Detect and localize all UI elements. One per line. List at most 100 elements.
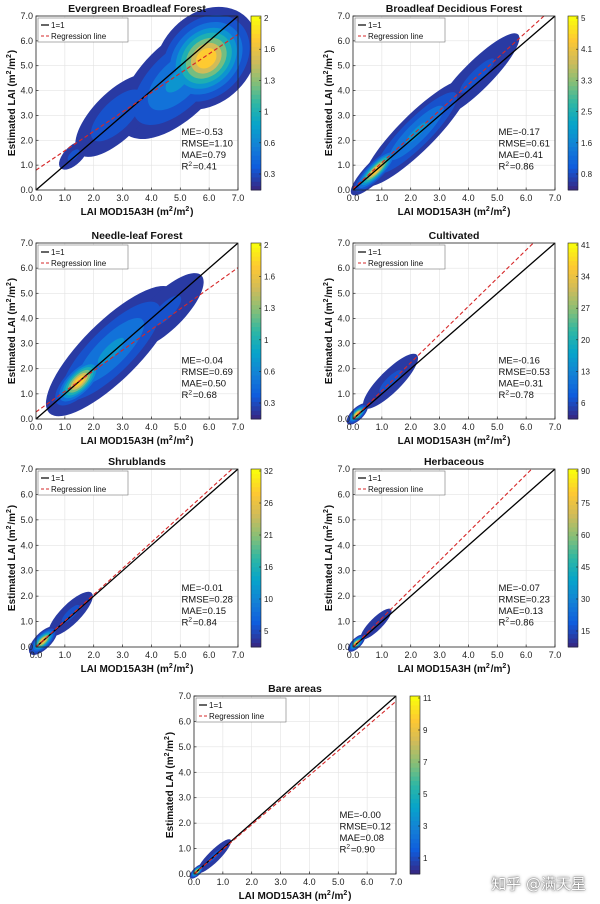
colorbar-band [251,526,261,532]
colorbar-band [568,482,578,488]
colorbar-tick-label: 5 [423,790,428,799]
x-tick-label: 7.0 [549,650,562,660]
colorbar-band [410,722,420,728]
colorbar-band [251,482,261,488]
x-axis-label: LAI MOD15A3H (m2 /m2 ) [81,435,194,447]
colorbar-band [251,361,261,367]
x-tick-label: 3.0 [116,422,129,432]
colorbar-band [251,243,261,248]
colorbar-band [251,353,261,358]
colorbar-band [251,55,261,60]
colorbar-band [251,410,261,416]
colorbar-band [568,251,578,257]
x-tick-label: 6.0 [520,422,533,432]
colorbar-band [568,379,578,385]
colorbar-band [568,50,578,56]
colorbar-band [251,89,261,95]
x-tick-label: 3.0 [433,650,446,660]
colorbar-band [568,388,578,394]
y-tick-label: 4.0 [20,86,33,96]
legend: 1=1 Regression line [354,244,446,270]
colorbar-tick-label: 0.8 [581,170,593,179]
colorbar-tick-label: 16 [264,563,273,572]
colorbar-band [251,295,261,301]
colorbar-frame [250,15,262,191]
colorbar-tick-label: 9 [423,726,428,735]
colorbar-frame [250,468,262,648]
colorbar-band [251,133,261,139]
regression-line [194,700,396,874]
colorbar-band [251,181,261,187]
x-tick-label: 2.0 [87,422,100,432]
x-tick-label: 5.0 [174,650,187,660]
colorbar-band [568,566,578,572]
colorbar-band [251,522,261,528]
scatter-panel: 0.0 1.0 2.0 3.0 4.0 5.0 6.0 7.0 0.0 1.0 2.0 3.0 4.0 5… [6,230,276,447]
x-tick-label: 7.0 [232,650,245,660]
colorbar-tick-label: 13 [581,367,590,376]
x-tick-label: 0.0 [30,650,43,660]
colorbar-band [410,825,420,830]
x-tick-label: 3.0 [274,877,287,887]
legend-box [354,470,446,496]
colorbar-band [568,16,578,21]
colorbar-band [251,103,261,108]
colorbar-band [251,513,261,519]
y-tick-label: 3.0 [20,110,33,120]
colorbar-frame [567,15,579,191]
colorbar-band [251,116,261,121]
y-tick-label: 2.0 [337,364,350,374]
colorbar-band [251,107,261,113]
colorbar-tick-label: 1 [264,336,269,345]
colorbar-band [568,375,578,380]
x-tick-label: 1.0 [59,650,72,660]
x-tick-label: 4.0 [303,877,316,887]
colorbar-band [251,20,261,26]
colorbar-band [251,81,261,87]
colorbar-band [251,593,261,599]
colorbar-band [568,256,578,262]
x-tick-label: 1.0 [59,193,72,203]
legend: 1=1 Regression line [37,17,129,43]
colorbar-band [568,339,578,345]
x-tick-label: 1.0 [217,877,230,887]
colorbar-band [568,107,578,113]
colorbar-band [568,68,578,74]
colorbar-band [568,85,578,91]
colorbar-band [568,146,578,152]
colorbar-tick-label: 60 [581,531,590,540]
colorbar-band [568,469,578,474]
y-tick-label: 3.0 [178,793,191,803]
y-tick-label: 6.0 [337,263,350,273]
colorbar-tick-label: 11 [423,694,432,703]
colorbar-band [251,509,261,514]
colorbar-band [251,269,261,275]
colorbar-tick-label: 27 [581,304,590,313]
colorbar-band [568,287,578,292]
colorbar-band [568,133,578,139]
y-axis-label: Estimated LAI (m2 /m2 ) [323,50,335,156]
legend-label: Regression line [51,259,107,268]
colorbar-band [251,620,261,626]
colorbar-band [251,33,261,39]
colorbar-band [251,24,261,30]
colorbar-band [251,383,261,389]
y-tick-label: 7.0 [20,464,33,474]
colorbar-band [251,375,261,380]
colorbar-band [568,401,578,407]
colorbar-band [410,753,420,759]
colorbar-band [568,24,578,30]
colorbar-band [568,181,578,187]
density-level [150,295,182,327]
density-level [379,370,402,393]
y-tick-label: 3.0 [20,566,33,576]
colorbar-tick-label: 75 [581,499,590,508]
colorbar-band [410,771,420,777]
colorbar-band [251,558,261,563]
x-tick-label: 3.0 [116,193,129,203]
x-axis-label: LAI MOD15A3H (m2 /m2 ) [398,206,511,218]
colorbar-band [568,361,578,367]
colorbar-band [251,317,261,323]
